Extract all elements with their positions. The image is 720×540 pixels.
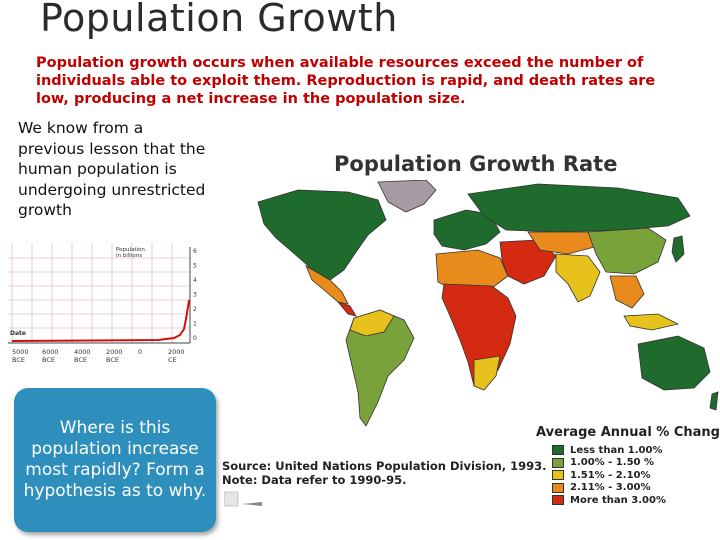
x-tick-label: 6000	[42, 348, 59, 356]
indonesia-shape	[623, 313, 680, 331]
x-tick-era: BCE	[74, 356, 87, 364]
x-tick-era: BCE	[12, 356, 25, 364]
world-map	[238, 180, 720, 432]
legend-item: Less than 1.00%	[552, 444, 666, 457]
legend-swatch	[552, 445, 564, 456]
greenland-shape	[377, 180, 437, 213]
y-tick-label: 1	[193, 321, 197, 328]
legend-label: Less than 1.00%	[570, 444, 663, 456]
x-tick-label: 4000	[74, 348, 91, 356]
legend-label: 2.11% - 3.00%	[570, 482, 651, 494]
x-tick-era: CE	[168, 356, 177, 364]
question-box: Where is this population increase most r…	[14, 388, 216, 532]
new-zealand-shape	[709, 391, 719, 411]
legend-swatch	[552, 482, 564, 493]
y-axis-label-unit: in billions	[116, 253, 142, 259]
x-tick-label: 2000	[106, 348, 123, 356]
x-tick-era: BCE	[106, 356, 119, 364]
x-tick-era: BCE	[42, 356, 55, 364]
x-tick-label: 5000	[12, 348, 29, 356]
map-title: Population Growth Rate	[334, 152, 618, 176]
central-america-shape	[336, 301, 357, 317]
southern-africa-shape	[473, 355, 501, 391]
legend-item: 2.11% - 3.00%	[552, 482, 666, 495]
intro-paragraph: Population growth occurs when available …	[36, 55, 656, 107]
north-africa-shape	[435, 249, 509, 293]
legend-item: 1.00% - 1.50 %	[552, 457, 666, 470]
southeast-asia-shape	[609, 275, 645, 309]
x-tick-label: 0	[138, 348, 142, 356]
y-tick-label: 2	[193, 306, 197, 313]
page-title: Population Growth	[40, 0, 398, 40]
source-note: Source: United Nations Population Divisi…	[222, 459, 547, 487]
legend-item: 1.51% - 2.10%	[552, 469, 666, 482]
south-asia-shape	[555, 253, 601, 303]
south-america-north-shape	[349, 309, 395, 337]
slide-nav-icon[interactable]	[224, 490, 264, 514]
legend-swatch	[552, 470, 564, 481]
x-axis-label: Date	[10, 330, 26, 337]
note-line: Note: Data refer to 1990-95.	[222, 473, 407, 487]
y-tick-label: 0	[193, 335, 197, 342]
source-line: Source: United Nations Population Divisi…	[222, 459, 547, 473]
china-shape	[587, 227, 667, 275]
mexico-shape	[305, 265, 349, 305]
question-text: Where is this population increase most r…	[23, 418, 207, 501]
japan-shape	[671, 235, 685, 263]
legend-item: More than 3.00%	[552, 494, 666, 507]
europe-shape	[433, 209, 501, 251]
central-asia-shape	[527, 231, 599, 255]
legend-title: Average Annual % Change	[536, 425, 720, 440]
y-tick-label: 4	[193, 277, 197, 284]
y-tick-label: 6	[193, 248, 197, 255]
y-tick-label: 5	[193, 263, 197, 270]
australia-shape	[637, 335, 711, 391]
south-america-shape	[345, 309, 415, 427]
russia-shape	[467, 183, 691, 233]
legend-label: More than 3.00%	[570, 494, 666, 506]
legend: Less than 1.00% 1.00% - 1.50 % 1.51% - 2.1…	[552, 444, 666, 507]
population-history-chart: Population in billions Date 6 5 4 3 2 1 0 5000…	[8, 243, 204, 370]
legend-label: 1.00% - 1.50 %	[570, 457, 654, 469]
legend-swatch	[552, 457, 564, 468]
legend-label: 1.51% - 2.10%	[570, 469, 651, 481]
y-axis-label: Population	[116, 247, 145, 253]
legend-swatch	[552, 495, 564, 506]
y-tick-label: 3	[193, 292, 197, 299]
north-america-shape	[257, 189, 387, 281]
lesson-text: We know from a previous lesson that the …	[18, 119, 206, 219]
x-tick-label: 2000	[168, 348, 185, 356]
